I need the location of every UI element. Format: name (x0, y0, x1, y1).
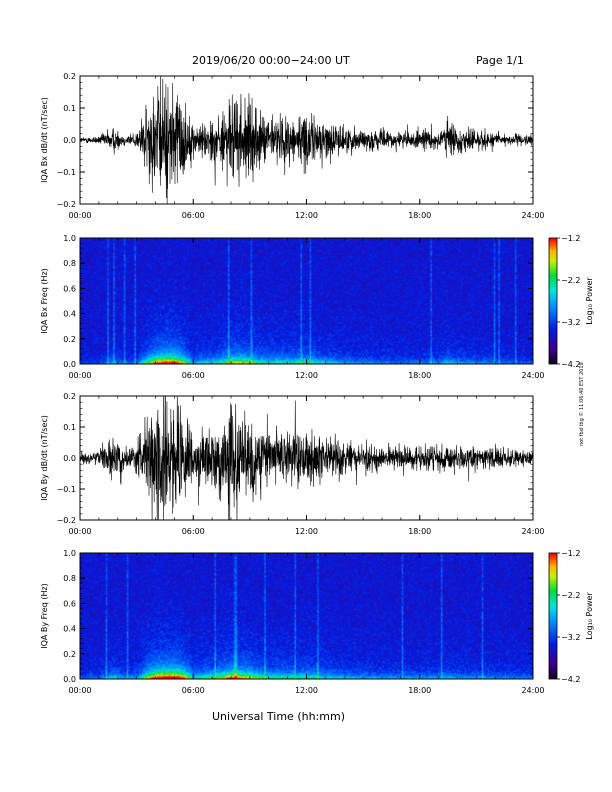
x-tick-label: 06:00 (182, 211, 205, 220)
waveform-trace (80, 396, 533, 520)
waveform-panel-3: 00:00 06:00 12:00 18:00 24:00 −0.2 −0.1 0.0 0.1 0… (40, 392, 545, 536)
colorbar-label: Log₁₀ Power (585, 277, 594, 325)
y-tick-label: 0.8 (63, 574, 76, 583)
x-tick-label: 00:00 (68, 371, 91, 380)
x-tick-label: 06:00 (182, 527, 205, 536)
y-tick-label: 0.0 (63, 454, 76, 463)
x-tick-label: 18:00 (408, 527, 431, 536)
colorbar-gradient (549, 238, 557, 364)
x-tick-label: 12:00 (295, 371, 318, 380)
y-tick-label: 0.2 (63, 650, 76, 659)
y-tick-label: 0.2 (63, 335, 76, 344)
colorbar-frame (548, 552, 558, 680)
y-tick-label: 0.1 (63, 104, 76, 113)
colorbar-tick-label: −2.2 (561, 591, 580, 600)
colorbar-label: Log₁₀ Power (585, 592, 594, 640)
colorbar-tick-label: −2.2 (561, 276, 580, 285)
y-tick-label: 0.6 (63, 599, 76, 608)
x-tick-label: 24:00 (521, 371, 544, 380)
y-axis-label: IQA Bx dB/dt (nT/sec) (40, 97, 49, 183)
x-tick-label: 00:00 (68, 686, 91, 695)
y-tick-label: −0.1 (57, 485, 76, 494)
y-tick-label: −0.1 (57, 168, 76, 177)
x-tick-label: 00:00 (68, 211, 91, 220)
waveform-trace (80, 76, 533, 204)
x-tick-label: 12:00 (295, 527, 318, 536)
x-tick-label: 12:00 (295, 211, 318, 220)
colorbar-frame (548, 237, 558, 365)
y-tick-label: −0.2 (57, 200, 76, 209)
x-tick-label: 24:00 (521, 211, 544, 220)
x-axis-label: Universal Time (hh:mm) (212, 710, 345, 723)
x-tick-label: 18:00 (408, 686, 431, 695)
y-tick-label: 0.8 (63, 259, 76, 268)
colorbar-tick-label: −4.2 (561, 360, 580, 369)
colorbar-tick-label: −3.2 (561, 318, 580, 327)
y-axis-label: IQA Bx Freq (Hz) (40, 268, 49, 334)
y-tick-label: 1.0 (63, 234, 76, 243)
x-tick-label: 24:00 (521, 527, 544, 536)
x-tick-label: 06:00 (182, 686, 205, 695)
y-tick-label: 0.0 (63, 136, 76, 145)
y-tick-label: −0.2 (57, 516, 76, 525)
waveform-panel-1: 00:00 06:00 12:00 18:00 24:00 −0.2 −0.1 0.0 0.1 0… (40, 72, 545, 220)
x-tick-label: 24:00 (521, 686, 544, 695)
x-tick-label: 00:00 (68, 527, 91, 536)
y-axis-label: IQA By Freq (Hz) (40, 583, 49, 649)
y-tick-label: 1.0 (63, 549, 76, 558)
spectrogram-image (80, 553, 533, 679)
spectrogram-image (80, 238, 533, 364)
spectrogram-panel-2: 00:00 06:00 12:00 18:00 24:00 0.0 0.2 0.4 0.6 0.8… (40, 234, 594, 380)
y-tick-label: 0.0 (63, 360, 76, 369)
colorbar-tick-label: −4.2 (561, 675, 580, 684)
spectrogram-panel-4: 00:00 06:00 12:00 18:00 24:00 0.0 0.2 0.4 0.6 0.8… (40, 549, 594, 695)
y-tick-label: 0.2 (63, 72, 76, 81)
x-tick-label: 18:00 (408, 371, 431, 380)
colorbar-tick-label: −1.2 (561, 234, 580, 243)
x-tick-label: 06:00 (182, 371, 205, 380)
colorbar: −1.2 −2.2 −3.2 −4.2 Log₁₀ Power (548, 549, 594, 684)
colorbar-tick-label: −3.2 (561, 633, 580, 642)
y-tick-label: 0.4 (63, 625, 76, 634)
colorbar-gradient (549, 553, 557, 679)
page-indicator: Page 1/1 (476, 54, 524, 67)
colorbar-tick-label: −1.2 (561, 549, 580, 558)
x-tick-label: 12:00 (295, 686, 318, 695)
x-tick-label: 18:00 (408, 211, 431, 220)
y-tick-label: 0.2 (63, 392, 76, 401)
y-tick-label: 0.6 (63, 284, 76, 293)
figure-title: 2019/06/20 00:00−24:00 UT (192, 54, 350, 67)
colorbar: −1.2 −2.2 −3.2 −4.2 Log₁₀ Power (548, 234, 594, 369)
y-tick-label: 0.0 (63, 675, 76, 684)
y-tick-label: 0.4 (63, 310, 76, 319)
y-axis-label: IQA By dB/dt (nT/sec) (40, 415, 49, 501)
y-tick-label: 0.1 (63, 423, 76, 432)
plot-stamp: not fbd tbg © 11:06:40 EST 2019 (579, 362, 585, 446)
